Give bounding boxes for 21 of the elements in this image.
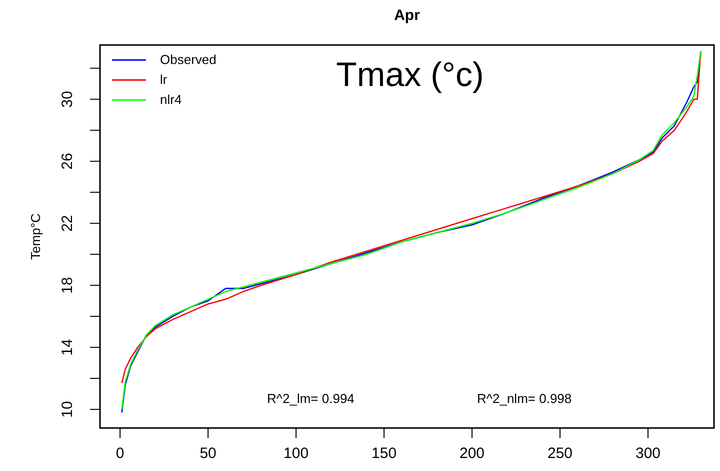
x-tick-label: 200 [460,445,485,462]
x-tick-label: 150 [372,445,397,462]
x-tick-label: 300 [635,445,661,462]
annotation: R^2_lm= 0.994 [267,391,354,406]
x-tick-label: 50 [200,445,216,462]
legend-label: nlr4 [160,92,182,107]
y-tick-label: 26 [59,152,76,170]
y-tick-label: 10 [59,401,76,418]
x-tick-label: 0 [116,445,124,462]
y-axis-title: Temp°C [28,213,43,260]
legend-label: lr [160,72,168,87]
x-tick-label: 250 [548,445,573,462]
legend-label: Observed [160,52,216,67]
y-tick-label: 30 [59,90,76,108]
y-tick-label: 22 [59,214,76,232]
annotation: Tmax (°c) [336,56,484,94]
chart-title: Apr [394,7,420,24]
y-tick-label: 18 [59,277,76,294]
y-tick-label: 14 [59,339,76,356]
x-tick-label: 100 [284,445,309,462]
annotation: R^2_nlm= 0.998 [477,391,572,406]
